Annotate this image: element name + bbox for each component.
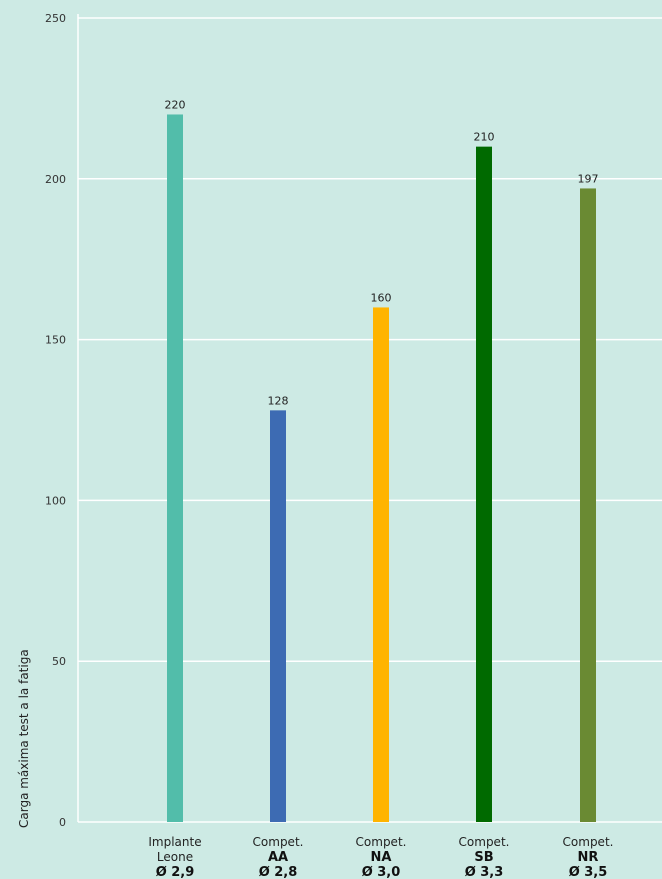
y-tick-label-0: 0 (59, 816, 66, 829)
category-label-4-line2: NR (578, 850, 599, 865)
bar-value-label-3: 210 (474, 131, 495, 144)
bar-0 (167, 114, 183, 823)
bar-1 (270, 410, 286, 822)
category-label-1-line2: AA (268, 850, 288, 865)
bar-value-label-4: 197 (578, 172, 599, 185)
bar-value-label-2: 160 (371, 291, 392, 304)
category-label-2-line1: Compet. (356, 835, 407, 849)
category-label-3-line1: Compet. (459, 835, 510, 849)
category-label-0-line1: Implante (148, 835, 201, 849)
y-tick-label-200: 200 (45, 173, 66, 186)
category-label-1-line1: Compet. (253, 835, 304, 849)
category-label-2-line3: Ø 3,0 (362, 865, 401, 879)
y-tick-label-50: 50 (52, 655, 66, 668)
category-label-1-line3: Ø 2,8 (259, 865, 298, 879)
y-axis-label: Carga máxima test a la fatiga (17, 649, 31, 828)
bar-4 (580, 188, 596, 822)
category-label-4-line1: Compet. (563, 835, 614, 849)
category-label-2-line2: NA (371, 850, 392, 865)
y-tick-label-150: 150 (45, 334, 66, 347)
category-label-4-line3: Ø 3,5 (569, 865, 608, 879)
y-tick-label-100: 100 (45, 494, 66, 507)
category-label-3-line3: Ø 3,3 (465, 865, 504, 879)
category-label-3-line2: SB (474, 850, 493, 865)
y-tick-label-250: 250 (45, 12, 66, 25)
category-label-0-line3: Ø 2,9 (156, 865, 195, 879)
bar-3 (476, 146, 492, 822)
category-label-0-line2: Leone (157, 850, 193, 864)
bar-2 (373, 307, 389, 822)
bar-value-label-1: 128 (268, 394, 289, 407)
bar-value-label-0: 220 (165, 98, 186, 111)
